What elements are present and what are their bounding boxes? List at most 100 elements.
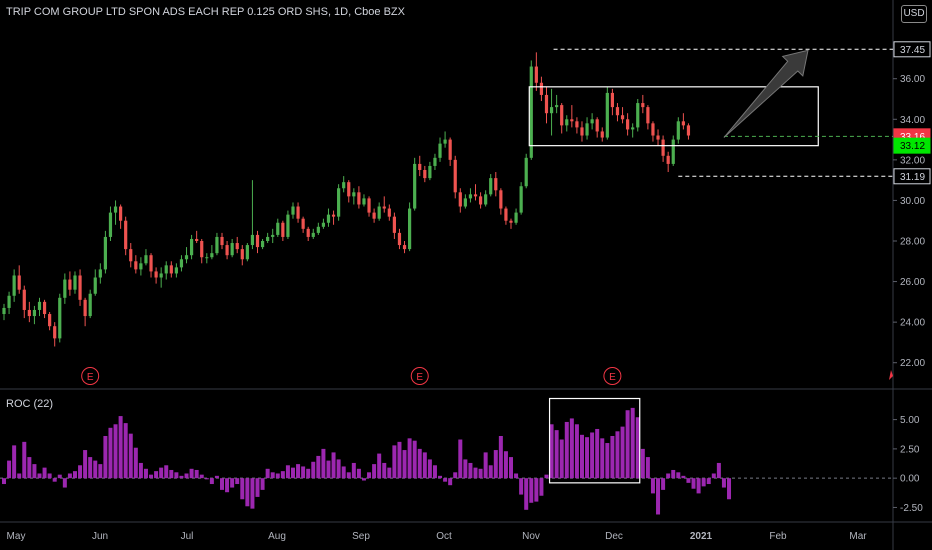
time-tick-label: Sep [352,531,370,542]
time-tick-label: Nov [522,531,540,542]
candle-body [174,267,178,274]
price-tag-box [893,41,931,58]
roc-bar [488,465,493,479]
roc-bar [88,457,93,479]
candle-body [113,206,118,213]
projection-arrow-icon [723,49,809,138]
roc-bar [493,450,498,479]
roc-bar [564,421,569,479]
candle-body [549,107,554,114]
candle-body [103,236,107,270]
roc-bar [159,467,164,479]
candle-body [453,159,457,193]
roc-bar [478,468,483,479]
candle-body [210,253,214,258]
price-tag-label: 37.45 [900,45,925,56]
roc-bar [696,478,701,494]
candle-body [636,103,640,128]
candle-body [651,123,655,136]
roc-bar [630,407,635,479]
roc-bar [356,468,361,479]
roc-bar [27,457,32,479]
candle-body [184,255,189,260]
roc-bar [686,478,691,483]
roc-bar [569,418,574,479]
candle-body [595,119,599,132]
roc-bar [529,478,534,503]
candle-body [240,249,244,260]
roc-bar [590,432,595,479]
roc-bar [397,441,402,479]
candle-body [27,309,31,317]
roc-bar [149,474,154,479]
price-tick-label: 36.00 [900,74,925,85]
candle-body [615,107,620,116]
candle-body [48,314,52,327]
earnings-marker-icon [603,367,622,385]
roc-bar [103,436,108,479]
roc-bar [650,478,655,494]
candle-body [78,275,82,300]
roc-bar [640,448,645,479]
roc-bar [230,478,235,488]
candle-body [266,236,270,241]
roc-bar [417,448,422,479]
roc-bar [255,478,260,497]
candle-body [661,139,665,156]
price-tick-label: 30.00 [900,196,925,207]
roc-bar [585,437,590,479]
roc-bar [22,441,27,479]
roc-bar [113,424,118,479]
roc-bar [524,478,529,510]
candle-body [433,157,437,166]
roc-bar [534,478,539,502]
candle-body [321,222,326,227]
roc-tick-label: -2.50 [900,503,923,514]
candle-body [37,301,42,310]
candle-body [205,257,209,259]
candle-body [560,105,564,126]
candle-body [12,275,16,296]
candle-body [555,105,559,108]
roc-bar [37,473,42,479]
roc-histogram-series [2,407,732,515]
candle-body [316,226,320,233]
symbol-title: TRIP COM GROUP LTD SPON ADS EACH REP 0.1… [6,6,405,18]
roc-bar [605,443,610,479]
candle-body [468,194,473,199]
roc-bar [301,466,306,479]
candle-body [499,190,503,209]
roc-bar [184,473,189,479]
candle-body [580,127,584,136]
candle-body [200,241,204,258]
candle-body [600,131,604,138]
candle-body [225,245,229,256]
time-tick-label: 2021 [690,531,713,542]
roc-bar [98,464,103,479]
roc-bar [321,448,326,479]
candle-body [189,238,194,256]
roc-tick-label: 0.00 [900,474,920,485]
roc-highlight-box [548,397,641,484]
roc-bar [220,478,225,490]
roc-indicator-label[interactable]: ROC (22) [6,398,54,410]
candle-body [291,206,295,215]
roc-bar [179,475,184,479]
currency-button[interactable]: USD [901,5,927,23]
roc-bar [341,466,346,479]
candle-body [164,265,168,274]
candle-body [32,309,37,317]
roc-bar [600,438,605,479]
roc-bar [509,457,513,479]
roc-bar [661,478,666,490]
roc-bar [169,469,174,479]
price-axis: 22.00 24.00 26.00 28.00 30.00 32.00 34.00 36.00… [893,41,931,514]
roc-bar [311,461,316,479]
candle-body [408,208,412,250]
roc-bar [118,416,123,479]
candle-body [676,121,680,140]
candle-body [337,188,341,217]
earnings-marker-label: E [609,372,616,383]
roc-bar [422,452,427,479]
